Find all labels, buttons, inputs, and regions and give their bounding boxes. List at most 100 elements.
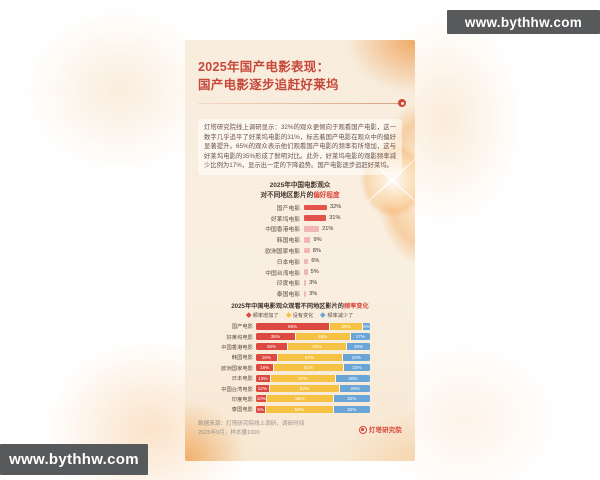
frequency-segment-value: 57% (298, 375, 308, 381)
frequency-segment-value: 6% (363, 323, 370, 329)
frequency-segment: 16% (256, 364, 275, 372)
frequency-segment-value: 28% (266, 344, 277, 350)
legend-label: 频率增加了 (252, 312, 279, 319)
preference-value: 31% (329, 215, 341, 222)
legend-item: 频率增加了 (245, 312, 279, 319)
frequency-segment: 62% (269, 385, 341, 393)
frequency-segment: 26% (340, 385, 370, 393)
frequency-bar: 19% 57% 24% (256, 353, 370, 361)
frequency-row-label: 韩国电影 (231, 355, 253, 362)
frequency-row: 韩国电影 19% 57% 24% (198, 352, 370, 362)
preference-value: 9% (313, 236, 322, 243)
frequency-chart-rows: 国产电影 65% 29% 6% 好莱坞电影 35% 48% 17% 中国香港电影 28% 52% 20… (198, 321, 370, 415)
legend-label: 频率减少了 (327, 312, 354, 319)
frequency-segment-value: 23% (352, 365, 362, 371)
preference-row-label: 日本电影 (276, 259, 300, 266)
preference-row: 印度电影 3% (198, 278, 402, 289)
preference-bar (304, 258, 309, 265)
preference-value: 3% (309, 290, 318, 297)
preference-bar (304, 247, 310, 254)
preference-row: 日本电影 6% (198, 256, 402, 267)
preference-bar (304, 237, 311, 243)
preference-bar (304, 280, 307, 286)
frequency-legend: 频率增加了 没有变化 频率减少了 (185, 312, 415, 319)
frequency-bar: 10% 58% 32% (256, 395, 370, 403)
preference-row-label: 中国香港电影 (265, 227, 300, 234)
data-source-line1: 数据来源：灯塔研究院线上调研，调研时间 (198, 421, 305, 427)
poster-card: 2025年国产电影表现： 国产电影逐步追赶好莱坞 灯塔研究院线上调研显示：32%… (185, 40, 415, 461)
data-source-line2: 2025年9月，样本量1000 (198, 429, 260, 436)
poster-title-line2: 国产电影逐步追赶好莱坞 (198, 77, 339, 92)
frequency-segment: 23% (343, 364, 370, 372)
preference-chart-rows: 国产电影 32% 好莱坞电影 31% 中国香港电影 21% 韩国电影 9% 欧洲国家电影 8% 日本… (198, 202, 402, 299)
legend-swatch-icon (245, 312, 251, 318)
frequency-row: 泰国电影 9% 59% 32% (198, 404, 370, 414)
preference-bar (304, 291, 307, 297)
intro-paragraph: 灯塔研究院线上调研显示：32%的观众更倾向于观看国产电影，这一数字几乎追平了好莱… (198, 119, 402, 175)
frequency-segment-value: 58% (295, 396, 305, 402)
preference-row: 好莱坞电影 31% (198, 213, 402, 224)
frequency-segment: 32% (333, 395, 370, 403)
frequency-segment: 6% (363, 322, 370, 330)
legend-label: 没有变化 (292, 312, 314, 319)
frequency-bar: 35% 48% 17% (256, 333, 370, 341)
frequency-row: 中国香港电影 28% 52% 20% (198, 342, 370, 352)
frequency-segment: 17% (350, 333, 370, 341)
brand-logo: 灯塔研究院 (358, 425, 402, 434)
frequency-segment: 65% (256, 322, 331, 330)
frequency-chart-title-highlight: 频率变化 (344, 303, 369, 310)
frequency-segment-value: 26% (350, 386, 360, 392)
preference-row: 泰国电影 3% (198, 288, 402, 299)
frequency-segment-value: 35% (270, 334, 281, 340)
legend-item: 频率减少了 (320, 312, 354, 319)
watermark-top-right: www.bythhw.com (447, 10, 600, 34)
data-source-note: 数据来源：灯塔研究院线上调研，调研时间 2025年9月，样本量1000 (198, 420, 304, 438)
frequency-row: 好莱坞电影 35% 48% 17% (198, 331, 370, 341)
preference-value: 5% (310, 269, 319, 276)
seal-icon (398, 99, 406, 107)
preference-row: 中国台湾电影 5% (198, 267, 402, 278)
frequency-segment-value: 10% (256, 396, 266, 402)
frequency-segment: 58% (267, 395, 334, 403)
frequency-segment: 59% (266, 405, 334, 413)
frequency-row-label: 中国香港电影 (221, 344, 253, 351)
preference-chart-title-highlight: 偏好程度 (313, 191, 340, 199)
frequency-segment: 20% (347, 343, 370, 351)
preference-chart-title-line1: 2025年中国电影观众 (269, 182, 331, 189)
lighthouse-icon (358, 425, 367, 434)
legend-item: 没有变化 (285, 312, 314, 319)
brand-name: 灯塔研究院 (369, 427, 402, 434)
preference-value: 6% (311, 258, 320, 265)
frequency-segment-value: 61% (303, 365, 314, 371)
frequency-segment: 13% (256, 374, 271, 382)
legend-swatch-icon (320, 312, 326, 318)
preference-row-label: 好莱坞电影 (271, 216, 300, 223)
legend-swatch-icon (285, 312, 291, 318)
frequency-row-label: 日本电影 (231, 376, 253, 383)
frequency-segment-value: 52% (312, 344, 322, 350)
preference-row: 韩国电影 9% (198, 234, 402, 245)
preference-value: 21% (322, 225, 334, 232)
frequency-row: 欧洲国家电影 16% 61% 23% (198, 363, 370, 373)
frequency-segment: 30% (335, 374, 370, 382)
title-divider (198, 103, 403, 104)
frequency-segment: 24% (342, 353, 370, 361)
frequency-segment: 57% (277, 353, 343, 361)
frequency-segment-value: 65% (287, 323, 298, 329)
frequency-segment-value: 12% (257, 386, 267, 392)
frequency-segment-value: 20% (353, 344, 364, 350)
preference-bar (304, 215, 327, 221)
preference-row: 中国香港电影 21% (198, 224, 402, 235)
frequency-segment: 10% (256, 395, 268, 403)
frequency-segment: 9% (256, 405, 267, 413)
preference-value: 8% (312, 247, 321, 254)
preference-value: 32% (330, 204, 342, 211)
frequency-segment: 29% (330, 322, 364, 330)
frequency-segment-value: 48% (318, 334, 328, 340)
frequency-segment-value: 30% (348, 375, 358, 381)
frequency-chart-title: 2025年中国电影观众观看不同地区影片的频率变化 (185, 301, 415, 310)
poster-title-line1: 2025年国产电影表现： (198, 60, 330, 74)
preference-chart-title: 2025年中国电影观众 对不同地区影片的偏好程度 (185, 181, 415, 201)
frequency-segment-value: 16% (260, 365, 270, 371)
